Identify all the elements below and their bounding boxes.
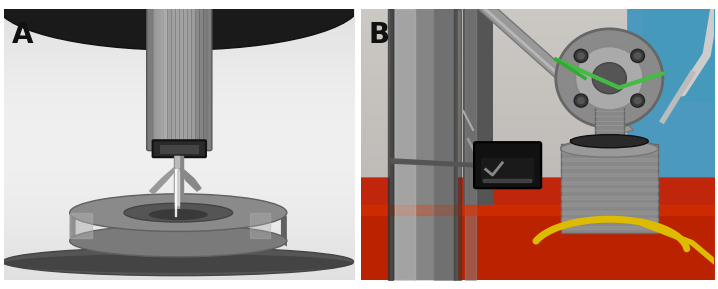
- Ellipse shape: [3, 254, 353, 273]
- Ellipse shape: [0, 0, 361, 50]
- Ellipse shape: [561, 140, 658, 157]
- Bar: [570, 139, 648, 149]
- Circle shape: [574, 94, 588, 107]
- Ellipse shape: [70, 194, 287, 231]
- Polygon shape: [391, 158, 476, 168]
- Bar: [463, 9, 493, 280]
- Bar: [361, 205, 714, 280]
- Ellipse shape: [592, 63, 626, 94]
- Bar: [643, 9, 714, 102]
- Circle shape: [574, 49, 588, 62]
- Bar: [595, 83, 624, 135]
- Circle shape: [577, 52, 585, 60]
- Polygon shape: [478, 9, 634, 135]
- Ellipse shape: [70, 225, 287, 257]
- Polygon shape: [281, 213, 287, 247]
- Ellipse shape: [561, 139, 658, 158]
- Bar: [561, 144, 658, 233]
- Polygon shape: [70, 213, 75, 247]
- Ellipse shape: [3, 247, 353, 276]
- Bar: [159, 145, 199, 154]
- Ellipse shape: [556, 29, 663, 127]
- Text: B: B: [369, 21, 390, 49]
- Circle shape: [631, 49, 645, 62]
- Polygon shape: [149, 168, 177, 194]
- Circle shape: [634, 52, 641, 60]
- Ellipse shape: [570, 135, 648, 148]
- Circle shape: [631, 94, 645, 107]
- Ellipse shape: [149, 209, 208, 220]
- FancyBboxPatch shape: [474, 142, 541, 188]
- FancyBboxPatch shape: [146, 1, 212, 151]
- FancyBboxPatch shape: [153, 140, 206, 157]
- Bar: [481, 158, 534, 181]
- Circle shape: [634, 97, 641, 104]
- Ellipse shape: [575, 46, 643, 110]
- Text: A: A: [11, 21, 33, 49]
- Ellipse shape: [124, 203, 233, 222]
- Circle shape: [577, 97, 585, 104]
- Polygon shape: [391, 9, 459, 280]
- Polygon shape: [180, 168, 201, 191]
